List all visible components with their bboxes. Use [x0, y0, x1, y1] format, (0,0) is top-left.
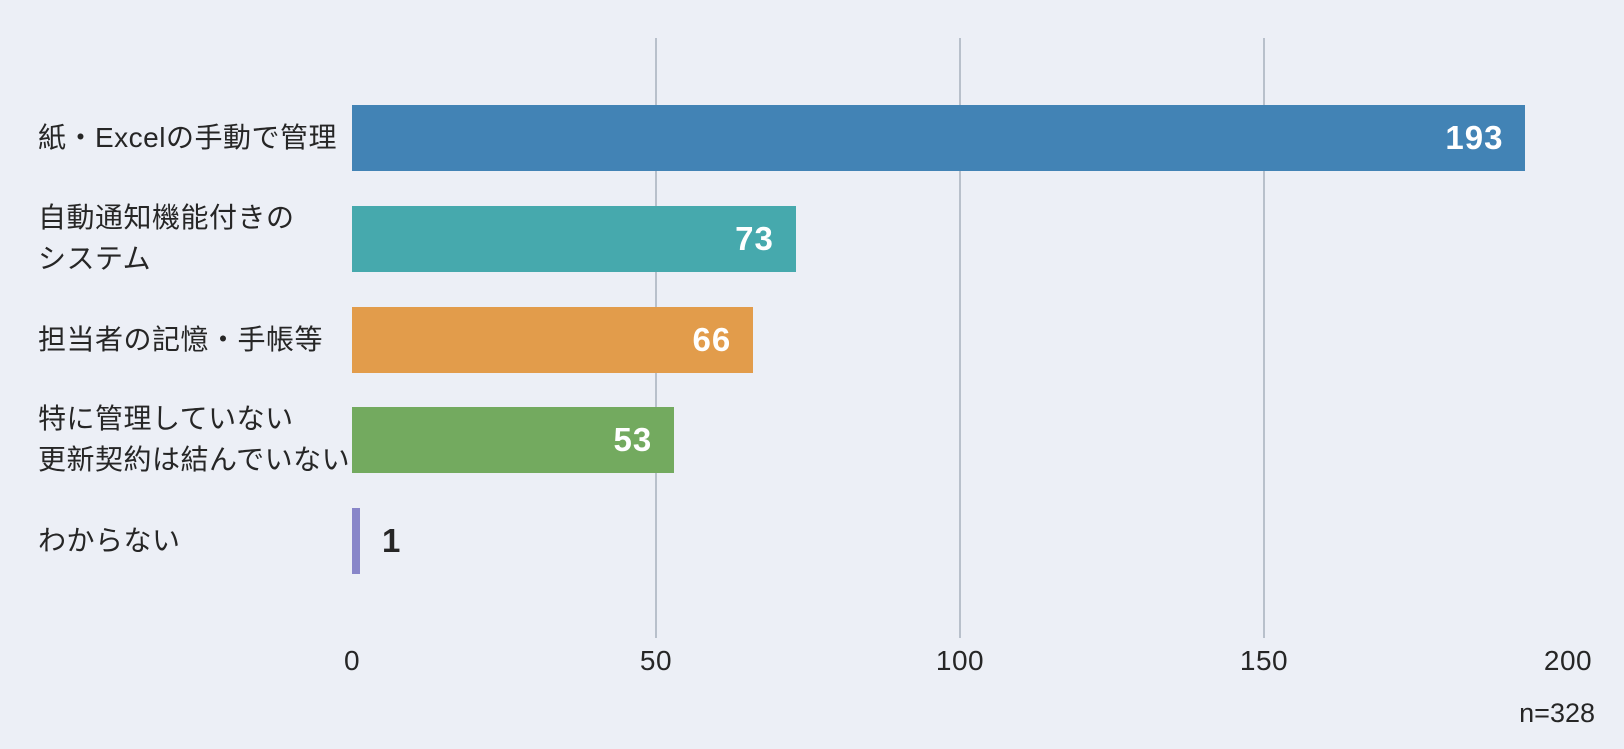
- bar: [352, 508, 360, 574]
- category-label: わからない: [38, 524, 181, 556]
- x-tick-label: 150: [1239, 645, 1289, 676]
- value-label: 73: [735, 220, 774, 257]
- sample-size-label: n=328: [1519, 698, 1595, 728]
- value-label: 66: [692, 321, 732, 358]
- bar: [352, 307, 754, 373]
- category-label: 担当者の記憶・手帳等: [38, 323, 324, 355]
- gridline: [959, 38, 961, 638]
- bar: [352, 407, 675, 473]
- bar: [352, 105, 1526, 171]
- x-tick-label: 100: [935, 645, 985, 676]
- category-label: 特に管理していない 更新契約は結んでいない: [38, 403, 351, 475]
- category-label: 自動通知機能付きの システム: [38, 202, 295, 274]
- category-label: 紙・Excelの手動で管理: [38, 121, 337, 153]
- value-label: 193: [1445, 119, 1504, 156]
- bar: [352, 206, 796, 272]
- value-label: 53: [613, 421, 653, 458]
- x-tick-label: 50: [639, 645, 673, 676]
- value-label: 1: [382, 522, 402, 559]
- gridline: [1263, 38, 1265, 638]
- x-tick-label: 200: [1543, 645, 1593, 676]
- x-tick-label: 0: [343, 645, 361, 676]
